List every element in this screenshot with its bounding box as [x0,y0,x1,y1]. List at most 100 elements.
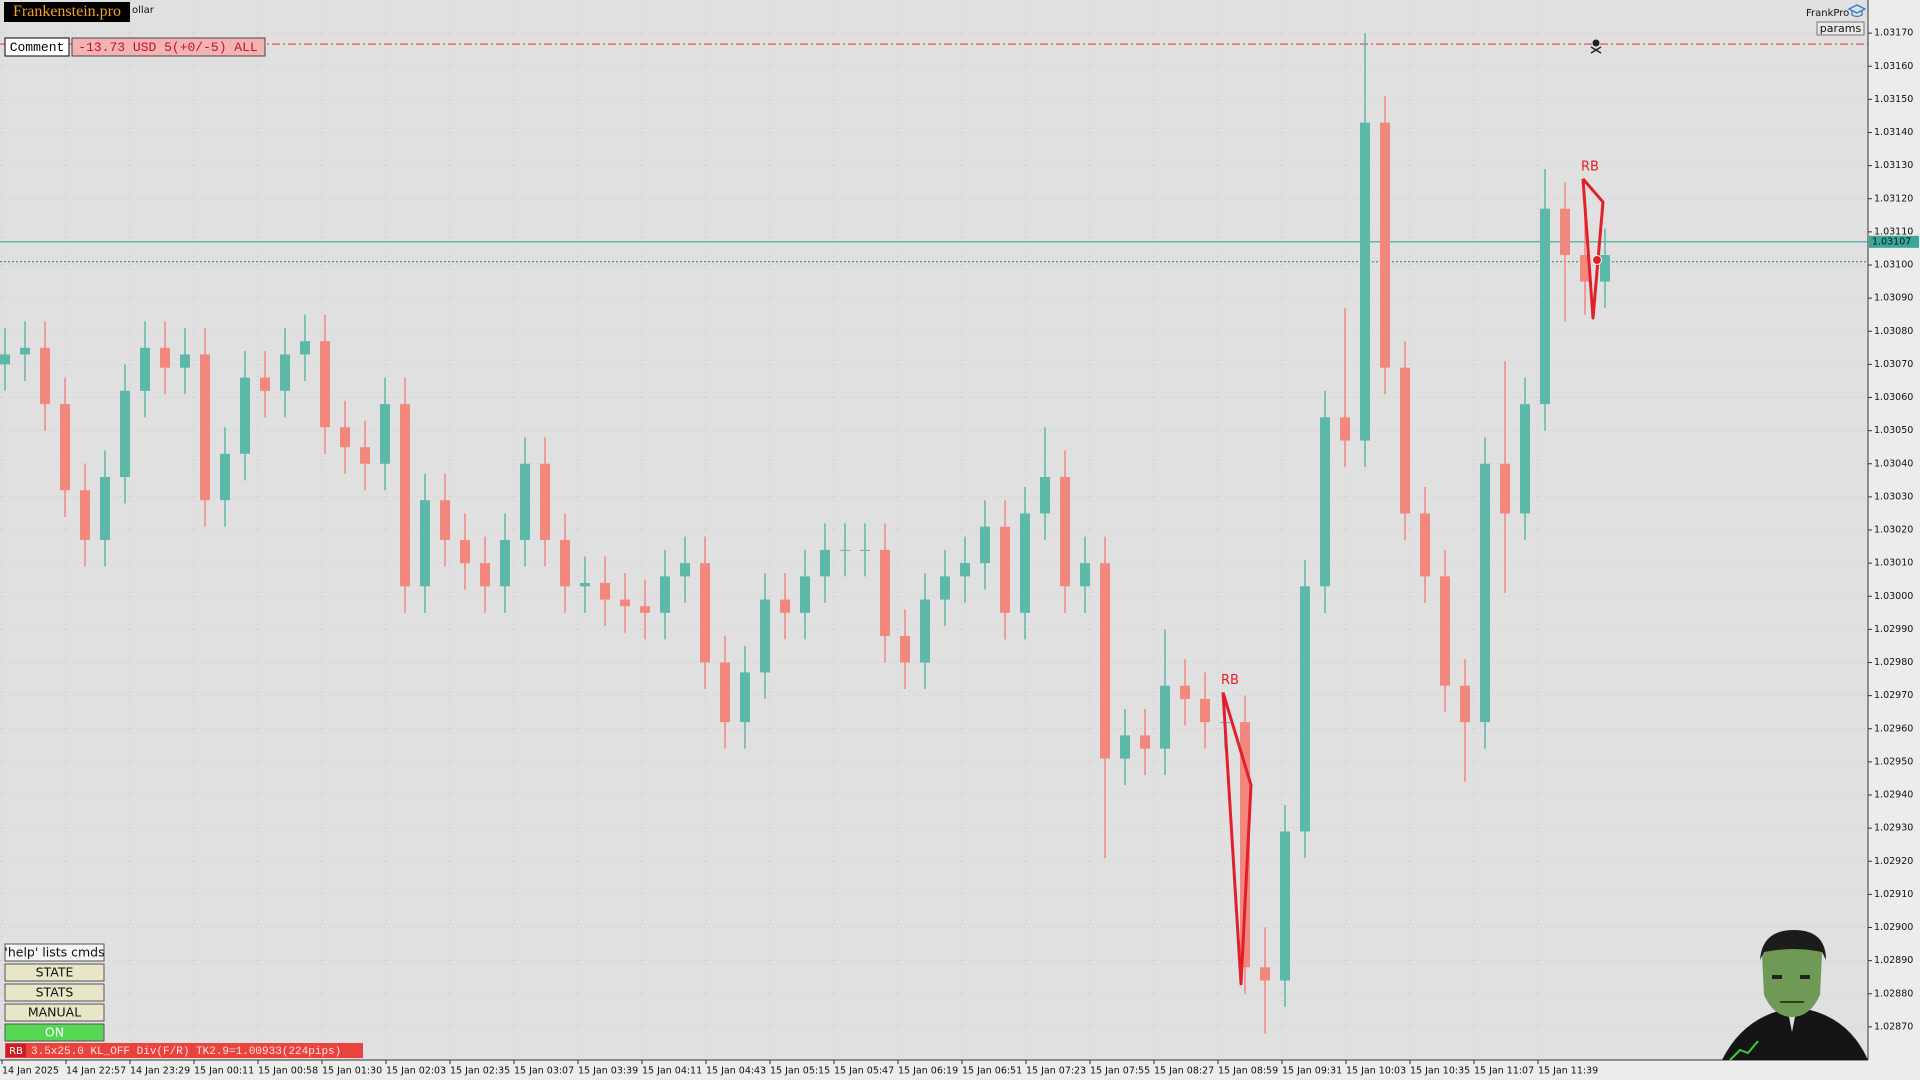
candle-body [660,576,670,613]
y-tick-label: 1.02880 [1874,988,1913,999]
x-tick-label: 15 Jan 10:03 [1346,1066,1406,1077]
candle-body [1380,122,1390,368]
y-tick-label: 1.03120 [1874,193,1913,204]
button-panel: 'help' lists cmds STATE STATS MANUAL ON [4,943,105,1042]
candle-body [1440,576,1450,686]
mascot [1722,930,1868,1061]
status-text: 3.5x25.0 KL_OFF Div(F/R) TK2.9=1.00933(2… [31,1046,341,1058]
candle-body [200,354,210,501]
candle-body [800,576,810,613]
comment-value: -13.73 USD 5(+0/-5) ALL [78,40,257,55]
command-button[interactable] [4,963,105,982]
candle-body [620,599,630,607]
candle-body [880,549,890,636]
time-axis [0,1060,1920,1080]
y-tick-label: 1.03060 [1874,392,1913,403]
candle-body [540,463,550,540]
command-button-label[interactable]: 'help' lists cmds [4,945,104,960]
candle-body [1520,404,1530,514]
candle-body [1200,698,1210,723]
x-tick-label: 14 Jan 22:57 [66,1066,126,1077]
candle-body [1360,122,1370,441]
pattern-outline [1221,691,1253,986]
candle-body [720,662,730,723]
x-tick-label: 15 Jan 03:07 [514,1066,574,1077]
x-tick-label: 15 Jan 04:43 [706,1066,766,1077]
x-tick-label: 15 Jan 06:19 [898,1066,958,1077]
pattern-label: RB [1581,159,1599,174]
y-tick-label: 1.03140 [1874,127,1913,138]
candle-body [1480,463,1490,723]
candle-body [1500,463,1510,514]
params-label[interactable]: params [1820,22,1862,35]
candle-body [1560,208,1570,256]
y-tick-label: 1.03020 [1874,525,1913,536]
y-tick-label: 1.03080 [1874,326,1913,337]
x-tick-label: 15 Jan 01:30 [322,1066,382,1077]
candle-body [100,477,110,540]
y-tick-label: 1.02920 [1874,856,1913,867]
candle-body [600,583,610,600]
command-button-label[interactable]: MANUAL [28,1005,81,1020]
candle-body [1060,477,1070,587]
x-tick-label: 15 Jan 08:27 [1154,1066,1214,1077]
params-button[interactable] [1816,21,1865,36]
candle-body [940,576,950,600]
command-button[interactable] [4,1003,105,1022]
plot: RB RB [0,0,1868,1060]
candle-body [840,549,850,551]
y-tick-label: 1.03130 [1874,160,1913,171]
comment-label: Comment [10,40,65,55]
candle-body [780,599,790,613]
y-tick-label: 1.02940 [1874,790,1913,801]
y-tick-label: 1.02900 [1874,922,1913,933]
x-tick-label: 14 Jan 2025 [2,1066,59,1077]
command-button-label[interactable]: STATE [36,965,74,980]
candle-body [280,354,290,391]
candle-body [240,377,250,454]
x-tick-label: 15 Jan 08:59 [1218,1066,1278,1077]
candle-body [1240,722,1250,968]
candle-body [500,539,510,587]
status-tag-box [6,1044,26,1057]
candle-body [300,341,310,355]
candle-body [360,447,370,464]
candle-body [1180,685,1190,699]
candle-body [740,672,750,723]
candle-body [1160,685,1170,749]
y-tick-label: 1.03110 [1874,226,1913,237]
command-button[interactable] [4,943,105,962]
command-button-label[interactable]: ON [45,1025,64,1040]
candle-body [420,500,430,587]
y-tick-label: 1.03100 [1874,260,1913,271]
logo: Frankenstein.pro [13,3,121,20]
candle-body [1420,513,1430,577]
command-button[interactable] [4,1023,105,1042]
y-tick-label: 1.02990 [1874,624,1913,635]
x-tick-label: 15 Jan 04:11 [642,1066,702,1077]
y-tick-label: 1.02870 [1874,1021,1913,1032]
x-tick-label: 15 Jan 11:39 [1538,1066,1598,1077]
candle-body [1120,735,1130,759]
command-button[interactable] [4,983,105,1002]
level-tag [1869,235,1919,248]
comment-label-box [4,37,70,57]
candle-body [320,341,330,428]
y-tick-label: 1.03090 [1874,293,1913,304]
candle-body [20,347,30,355]
y-tick-label: 1.03160 [1874,61,1913,72]
candle-body [820,549,830,577]
candle-body [1320,417,1330,587]
candle-body [700,563,710,663]
logo-box [4,2,130,22]
candle-body [340,427,350,448]
y-tick-label: 1.03010 [1874,558,1913,569]
price-axis [1868,0,1920,1080]
x-tick-label: 15 Jan 07:55 [1090,1066,1150,1077]
x-tick-label: 15 Jan 09:31 [1282,1066,1342,1077]
y-tick-label: 1.02890 [1874,955,1913,966]
candle-body [1280,831,1290,981]
candle-body [1260,967,1270,981]
command-button-label[interactable]: STATS [36,985,74,1000]
